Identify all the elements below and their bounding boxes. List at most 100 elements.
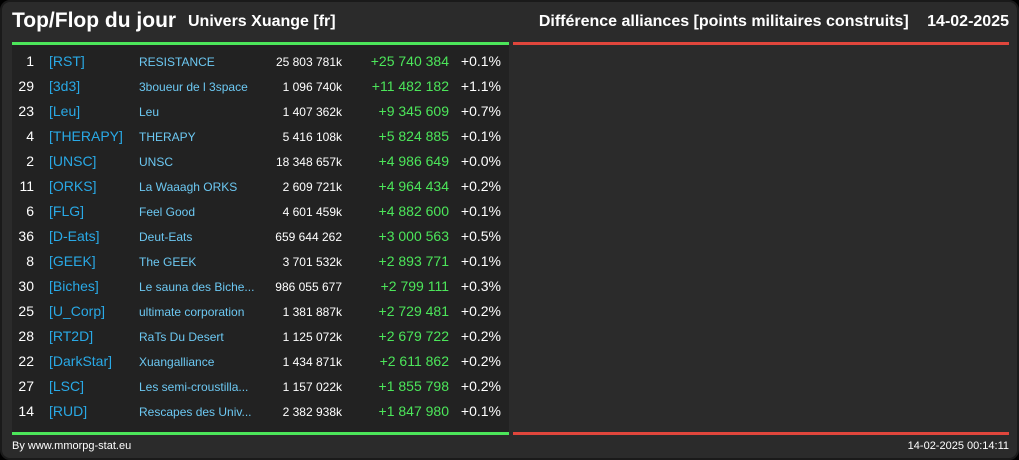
alliance-name-link[interactable]: THERAPY <box>139 130 196 144</box>
ranking-date: 14-02-2025 <box>927 13 1009 30</box>
points-cell: 18 348 657k <box>275 155 342 169</box>
alliance-tag-link[interactable]: [Biches] <box>49 278 99 294</box>
alliance-name-link[interactable]: ultimate corporation <box>139 305 245 319</box>
alliance-name-link[interactable]: The GEEK <box>139 255 197 269</box>
alliance-tag-link[interactable]: [RST] <box>49 53 85 69</box>
rank-cell: 4 <box>26 128 34 144</box>
alliance-name-link[interactable]: Les semi-croustilla... <box>139 380 249 394</box>
rank-cell: 6 <box>26 203 34 219</box>
points-cell: 2 382 938k <box>282 405 342 419</box>
list-item: 8 [GEEK] The GEEK 3 701 532k +2 893 771 +0.1% <box>12 249 509 274</box>
percent-cell: +0.2% <box>460 353 501 369</box>
diff-cell: +2 893 771 <box>378 253 449 269</box>
alliance-name-link[interactable]: 3boueur de l 3space <box>139 80 248 94</box>
footer-timestamp: 14-02-2025 00:14:11 <box>907 440 1009 452</box>
percent-cell: +0.2% <box>460 303 501 319</box>
rank-cell: 36 <box>18 228 34 244</box>
diff-cell: +5 824 885 <box>378 128 449 144</box>
top-losers-panel <box>513 45 1009 432</box>
points-cell: 2 609 721k <box>282 180 342 194</box>
diff-cell: +4 882 600 <box>378 203 449 219</box>
alliance-tag-link[interactable]: [D-Eats] <box>49 228 100 244</box>
alliance-tag-link[interactable]: [RUD] <box>49 403 88 419</box>
rank-cell: 8 <box>26 253 34 269</box>
rank-cell: 27 <box>18 378 34 394</box>
percent-cell: +0.3% <box>460 278 501 294</box>
list-item: 30 [Biches] Le sauna des Biche... 986 055 6… <box>12 274 509 299</box>
alliance-name-link[interactable]: Le sauna des Biche... <box>139 280 255 294</box>
alliance-tag-link[interactable]: [FLG] <box>49 203 85 219</box>
alliance-name-link[interactable]: Leu <box>139 105 160 119</box>
points-cell: 986 055 677 <box>275 280 342 294</box>
alliance-name-link[interactable]: Feel Good <box>139 205 196 219</box>
alliance-name-link[interactable]: RESISTANCE <box>139 55 215 69</box>
percent-cell: +0.1% <box>460 253 501 269</box>
points-cell: 1 381 887k <box>282 305 342 319</box>
list-item: 6 [FLG] Feel Good 4 601 459k +4 882 600 +0.1% <box>12 199 509 224</box>
diff-cell: +1 847 980 <box>378 403 449 419</box>
percent-cell: +1.1% <box>460 78 501 94</box>
alliance-tag-link[interactable]: [LSC] <box>49 378 85 394</box>
alliance-tag-link[interactable]: [U_Corp] <box>49 303 106 319</box>
list-item: 4 [THERAPY] THERAPY 5 416 108k +5 824 885 +0.… <box>12 124 509 149</box>
rank-cell: 30 <box>18 278 34 294</box>
points-cell: 3 701 532k <box>282 255 342 269</box>
rank-cell: 22 <box>18 353 34 369</box>
list-item: 29 [3d3] 3boueur de l 3space 1 096 740k +11 … <box>12 74 509 99</box>
alliance-name-link[interactable]: Xuangalliance <box>139 355 215 369</box>
alliance-tag-link[interactable]: [UNSC] <box>49 153 97 169</box>
ranking-title-text: Différence alliances [points militaires … <box>538 13 909 30</box>
diff-cell: +4 964 434 <box>378 178 449 194</box>
alliance-tag-link[interactable]: [3d3] <box>49 78 81 94</box>
diff-cell: +11 482 182 <box>371 78 449 94</box>
alliance-tag-link[interactable]: [Leu] <box>49 103 81 119</box>
rank-cell: 23 <box>18 103 34 119</box>
top-divider-green <box>12 42 509 45</box>
diff-cell: +2 679 722 <box>378 328 449 344</box>
diff-cell: +1 855 798 <box>378 378 449 394</box>
diff-cell: +9 345 609 <box>378 103 449 119</box>
list-item: 1 [RST] RESISTANCE 25 803 781k +25 740 384 +0… <box>12 49 509 74</box>
alliance-tag-link[interactable]: [DarkStar] <box>49 353 113 369</box>
alliance-name-link[interactable]: RaTs Du Desert <box>139 330 224 344</box>
points-cell: 25 803 781k <box>275 55 342 69</box>
alliance-name-link[interactable]: Deut-Eats <box>139 230 193 244</box>
page-title: Top/Flop du jour <box>12 9 177 32</box>
rank-cell: 1 <box>26 53 34 69</box>
rank-cell: 25 <box>18 303 34 319</box>
diff-cell: +2 799 111 <box>380 278 449 294</box>
top-gainers-panel: 1 [RST] RESISTANCE 25 803 781k +25 740 384 +0… <box>12 45 509 432</box>
universe-label: Univers Xuange [fr] <box>188 13 336 30</box>
list-item: 14 [RUD] Rescapes des Univ... 2 382 938k +1 … <box>12 399 509 424</box>
list-item: 27 [LSC] Les semi-croustilla... 1 157 022k +… <box>12 374 509 399</box>
alliance-name-link[interactable]: Rescapes des Univ... <box>139 405 252 419</box>
points-cell: 5 416 108k <box>282 130 342 144</box>
ranking-list: 1 [RST] RESISTANCE 25 803 781k +25 740 384 +0… <box>12 49 509 424</box>
diff-cell: +3 000 563 <box>378 228 449 244</box>
percent-cell: +0.2% <box>460 178 501 194</box>
bottom-divider-red <box>513 432 1009 435</box>
alliance-name-link[interactable]: La Waaagh ORKS <box>139 180 238 194</box>
list-item: 25 [U_Corp] ultimate corporation 1 381 887k… <box>12 299 509 324</box>
percent-cell: +0.2% <box>460 328 501 344</box>
points-cell: 1 125 072k <box>282 330 342 344</box>
points-cell: 659 644 262 <box>275 230 342 244</box>
points-cell: 4 601 459k <box>282 205 342 219</box>
alliance-tag-link[interactable]: [THERAPY] <box>49 128 123 144</box>
list-item: 11 [ORKS] La Waaagh ORKS 2 609 721k +4 964 4… <box>12 174 509 199</box>
list-item: 36 [D-Eats] Deut-Eats 659 644 262 +3 000 563… <box>12 224 509 249</box>
list-item: 22 [DarkStar] Xuangalliance 1 434 871k +2 61… <box>12 349 509 374</box>
percent-cell: +0.1% <box>460 203 501 219</box>
rank-cell: 28 <box>18 328 34 344</box>
percent-cell: +0.1% <box>460 403 501 419</box>
alliance-tag-link[interactable]: [GEEK] <box>49 253 96 269</box>
points-cell: 1 434 871k <box>282 355 342 369</box>
ranking-title: Différence alliances [points militaires … <box>539 13 1009 31</box>
alliance-tag-link[interactable]: [ORKS] <box>49 178 97 194</box>
list-item: 23 [Leu] Leu 1 407 362k +9 345 609 +0.7% <box>12 99 509 124</box>
bottom-divider-green <box>12 432 509 435</box>
rank-cell: 11 <box>19 178 34 194</box>
alliance-name-link[interactable]: UNSC <box>139 155 174 169</box>
alliance-tag-link[interactable]: [RT2D] <box>49 328 94 344</box>
